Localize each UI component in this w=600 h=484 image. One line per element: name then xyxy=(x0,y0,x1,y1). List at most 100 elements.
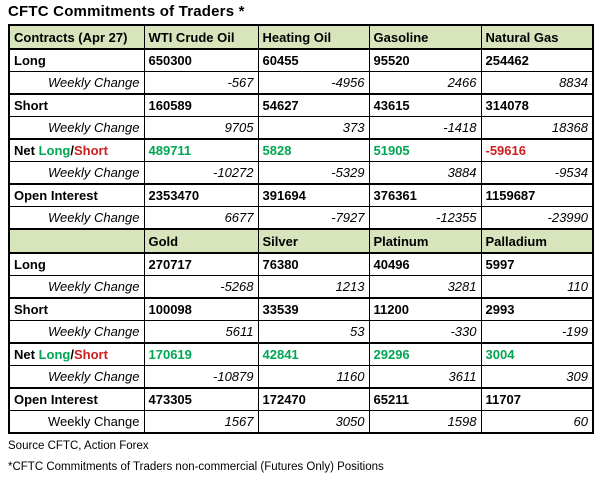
row-label: Short xyxy=(8,93,145,117)
cell-value: 270717 xyxy=(143,252,259,276)
cell-value: 373 xyxy=(257,116,370,140)
cell-value: 3884 xyxy=(368,161,482,185)
cell-value: 33539 xyxy=(257,297,370,321)
cell-value: -12355 xyxy=(368,206,482,230)
cell-value: 11200 xyxy=(368,297,482,321)
row-label: Weekly Change xyxy=(8,410,145,434)
table-row: Weekly Change -10879 1160 3611 309 xyxy=(8,365,594,389)
table-row: Weekly Change -5268 1213 3281 110 xyxy=(8,275,594,299)
cell-value: 100098 xyxy=(143,297,259,321)
cell-value: 60455 xyxy=(257,48,370,72)
cell-value: 54627 xyxy=(257,93,370,117)
cell-value: -5268 xyxy=(143,275,259,299)
cell-value: 11707 xyxy=(480,387,594,411)
footnote-line: *CFTC Commitments of Traders non-commerc… xyxy=(8,461,384,473)
table-row: Weekly Change 6677 -7927 -12355 -23990 xyxy=(8,206,594,230)
cell-value: 3050 xyxy=(257,410,370,434)
cell-value: 53 xyxy=(257,320,370,344)
cell-value: -5329 xyxy=(257,161,370,185)
cell-value: 43615 xyxy=(368,93,482,117)
row-label: Weekly Change xyxy=(8,365,145,389)
contracts-header-cell xyxy=(8,228,145,254)
instrument-header-cell: Platinum xyxy=(368,228,482,254)
cell-value: 376361 xyxy=(368,183,482,207)
cell-value: 1160 xyxy=(257,365,370,389)
instrument-header-cell: WTI Crude Oil xyxy=(143,24,259,50)
row-label: Weekly Change xyxy=(8,206,145,230)
row-label: Net Long/Short xyxy=(8,342,145,366)
cell-value: 473305 xyxy=(143,387,259,411)
cell-value: -9534 xyxy=(480,161,594,185)
cell-value: 1159687 xyxy=(480,183,594,207)
cell-value: -567 xyxy=(143,71,259,95)
table-row: Short 100098 33539 11200 2993 xyxy=(8,297,594,321)
cell-value: 650300 xyxy=(143,48,259,72)
net-label-part: Long xyxy=(38,347,71,362)
cell-value: 2353470 xyxy=(143,183,259,207)
cell-value: -23990 xyxy=(480,206,594,230)
source-line: Source CFTC, Action Forex xyxy=(8,440,149,452)
row-label: Weekly Change xyxy=(8,116,145,140)
table-row: Long 650300 60455 95520 254462 xyxy=(8,48,594,72)
net-label-part: Short xyxy=(73,143,108,158)
cell-value: 8834 xyxy=(480,71,594,95)
net-label-part: / xyxy=(70,143,74,158)
table-row: Weekly Change 5611 53 -330 -199 xyxy=(8,320,594,344)
cell-value: -199 xyxy=(480,320,594,344)
row-label: Weekly Change xyxy=(8,71,145,95)
table-row: Net Long/Short 489711 5828 51905 -59616 xyxy=(8,138,594,162)
cot-table-body: Contracts (Apr 27) WTI Crude Oil Heating O… xyxy=(8,24,594,434)
row-label: Short xyxy=(8,297,145,321)
instrument-header-cell: Gold xyxy=(143,228,259,254)
page-title: CFTC Commitments of Traders * xyxy=(8,3,245,20)
cell-value: 1567 xyxy=(143,410,259,434)
cell-value: 40496 xyxy=(368,252,482,276)
row-label: Long xyxy=(8,48,145,72)
cell-value: 2993 xyxy=(480,297,594,321)
row-label: Weekly Change xyxy=(8,275,145,299)
table-row: Net Long/Short 170619 42841 29296 3004 xyxy=(8,342,594,366)
cell-value: 314078 xyxy=(480,93,594,117)
net-label-part: Long xyxy=(38,143,71,158)
cell-value: 6677 xyxy=(143,206,259,230)
cell-value: 3611 xyxy=(368,365,482,389)
table-row: Open Interest 2353470 391694 376361 1159687 xyxy=(8,183,594,207)
cell-value: -10879 xyxy=(143,365,259,389)
instrument-header-cell: Silver xyxy=(257,228,370,254)
cell-value: -4956 xyxy=(257,71,370,95)
table-row: Open Interest 473305 172470 65211 11707 xyxy=(8,387,594,411)
section-header-row: Contracts (Apr 27) WTI Crude Oil Heating O… xyxy=(8,24,594,50)
cell-value: 18368 xyxy=(480,116,594,140)
cell-value: 9705 xyxy=(143,116,259,140)
table-row: Weekly Change 1567 3050 1598 60 xyxy=(8,410,594,434)
cell-value: 170619 xyxy=(143,342,259,366)
cell-value: 3004 xyxy=(480,342,594,366)
table-row: Weekly Change -567 -4956 2466 8834 xyxy=(8,71,594,95)
cell-value: 76380 xyxy=(257,252,370,276)
contracts-header-cell: Contracts (Apr 27) xyxy=(8,24,145,50)
table-row: Weekly Change 9705 373 -1418 18368 xyxy=(8,116,594,140)
cot-table: Contracts (Apr 27) WTI Crude Oil Heating O… xyxy=(8,24,594,434)
cell-value: 2466 xyxy=(368,71,482,95)
section-header-row: Gold Silver Platinum Palladium xyxy=(8,228,594,254)
table-row: Short 160589 54627 43615 314078 xyxy=(8,93,594,117)
row-label: Weekly Change xyxy=(8,161,145,185)
net-label-part: Net xyxy=(14,143,39,158)
cell-value: -1418 xyxy=(368,116,482,140)
table-row: Weekly Change -10272 -5329 3884 -9534 xyxy=(8,161,594,185)
cell-value: 160589 xyxy=(143,93,259,117)
row-label: Open Interest xyxy=(8,387,145,411)
cell-value: 65211 xyxy=(368,387,482,411)
cell-value: 95520 xyxy=(368,48,482,72)
cell-value: 1213 xyxy=(257,275,370,299)
cell-value: 172470 xyxy=(257,387,370,411)
cell-value: 3281 xyxy=(368,275,482,299)
row-label: Long xyxy=(8,252,145,276)
table-row: Long 270717 76380 40496 5997 xyxy=(8,252,594,276)
cell-value: 391694 xyxy=(257,183,370,207)
cell-value: 51905 xyxy=(368,138,482,162)
net-label-part: Short xyxy=(73,347,108,362)
cell-value: 60 xyxy=(480,410,594,434)
cell-value: -330 xyxy=(368,320,482,344)
